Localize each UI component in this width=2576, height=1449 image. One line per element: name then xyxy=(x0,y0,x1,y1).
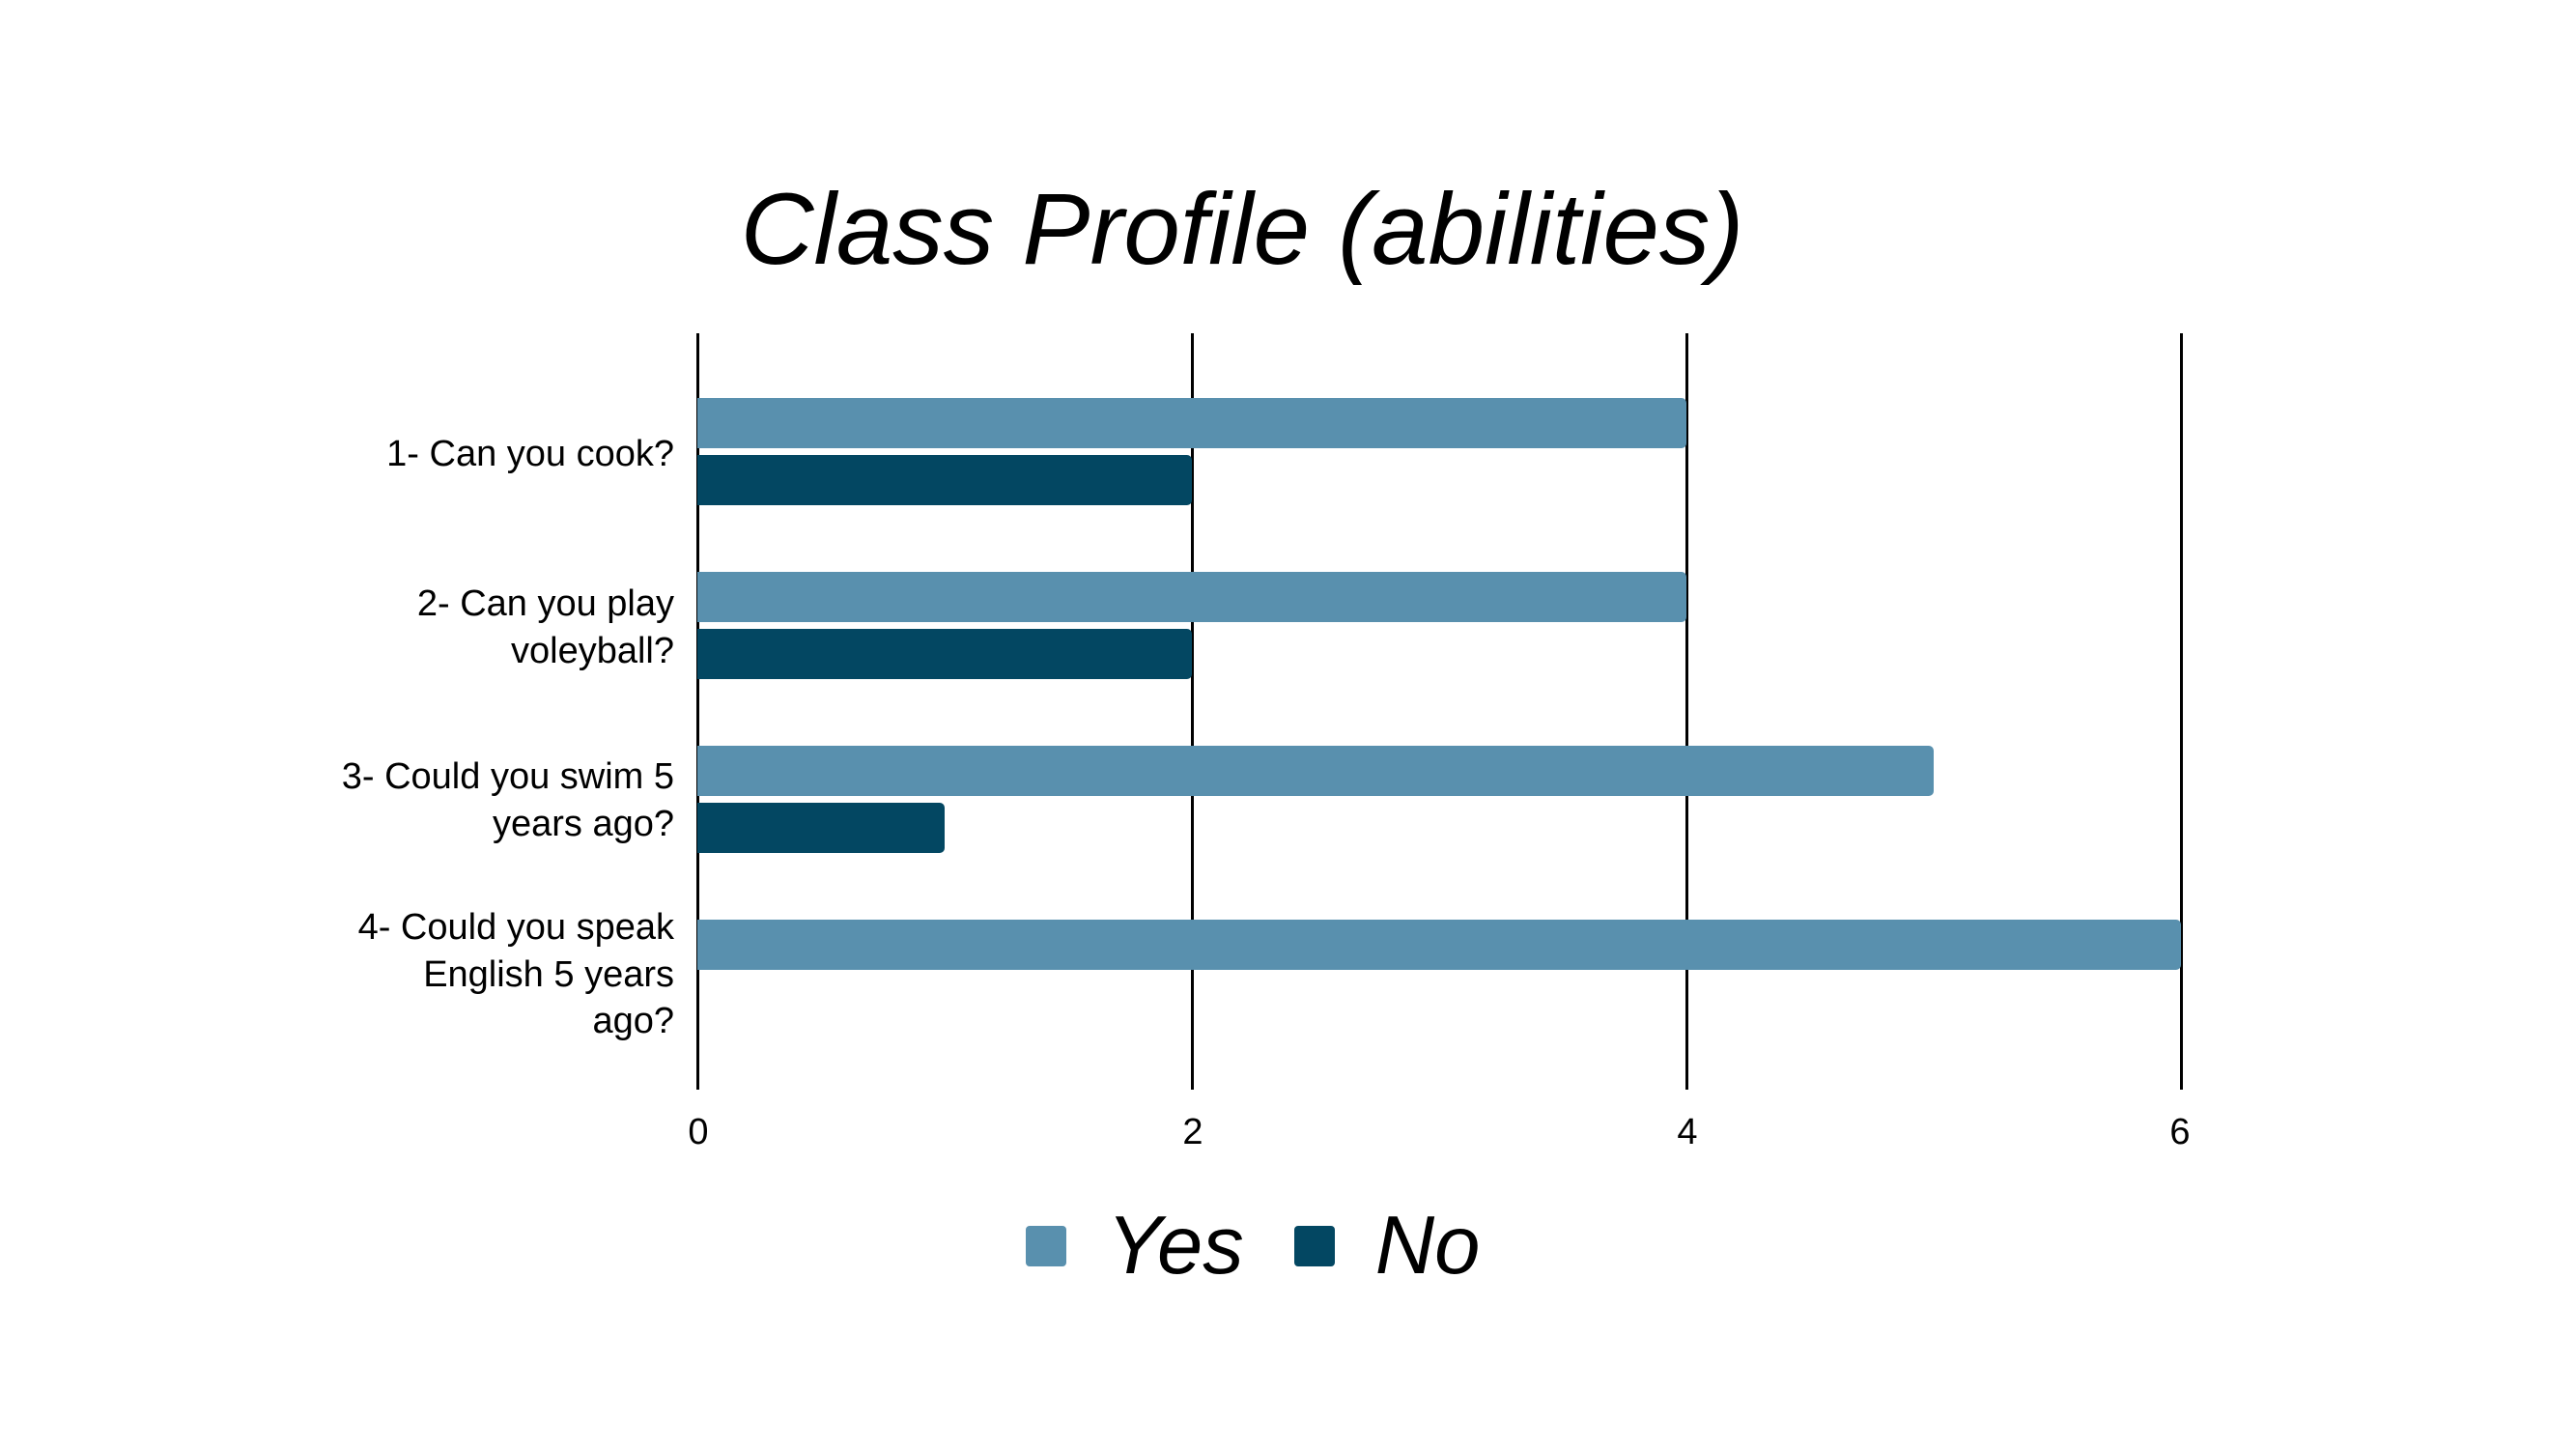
x-tick-label: 2 xyxy=(1182,1112,1203,1152)
gridline-6 xyxy=(2180,333,2183,1090)
category-label-line: 1- Can you cook? xyxy=(386,434,674,474)
category-label-line: voleyball? xyxy=(511,630,674,671)
category-label-line: English 5 years xyxy=(423,953,674,995)
legend-item-yes[interactable]: Yes xyxy=(1026,1198,1244,1294)
chart-title: Class Profile (abilities) xyxy=(740,173,1744,286)
legend: Yes No xyxy=(1026,1198,1530,1294)
legend-label-yes: Yes xyxy=(1107,1200,1244,1292)
gridline-2 xyxy=(1191,333,1194,1090)
legend-swatch-no-icon xyxy=(1293,1226,1335,1266)
bar-yes xyxy=(697,572,1686,622)
x-tick-label: 6 xyxy=(2169,1112,2191,1152)
bar-yes xyxy=(697,920,2181,970)
bar-yes xyxy=(697,398,1686,448)
category-label-line: 3- Could you swim 5 xyxy=(341,756,674,797)
bar-no xyxy=(697,629,1192,679)
bar-no xyxy=(697,455,1192,505)
gridline-0 xyxy=(696,333,699,1090)
x-tick-label: 4 xyxy=(1677,1112,1698,1152)
category-label: 1- Can you cook? xyxy=(133,431,674,478)
category-label: 3- Could you swim 5 years ago? xyxy=(133,753,674,847)
category-label-line: years ago? xyxy=(492,803,674,844)
bar-yes xyxy=(697,746,1934,796)
legend-swatch-yes-icon xyxy=(1026,1226,1066,1266)
category-label-line: ago? xyxy=(592,1001,674,1041)
legend-item-no[interactable]: No xyxy=(1293,1198,1481,1294)
gridline-4 xyxy=(1685,333,1688,1090)
category-label-line: 2- Can you play xyxy=(416,583,674,624)
bar-no xyxy=(697,803,945,853)
legend-label-no: No xyxy=(1374,1200,1481,1292)
category-label: 4- Could you speak English 5 years ago? xyxy=(133,904,674,1045)
category-label-line: 4- Could you speak xyxy=(357,907,674,948)
x-tick-label: 0 xyxy=(688,1112,709,1152)
category-label: 2- Can you play voleyball? xyxy=(133,581,674,674)
